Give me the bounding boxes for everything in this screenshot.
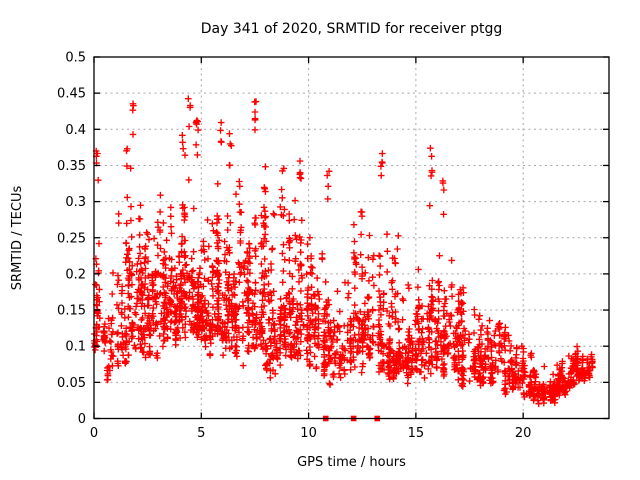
x-tick-label: 15: [408, 426, 425, 441]
y-axis-label: SRMTID / TECUs: [10, 186, 25, 291]
y-tick-label: 0.5: [65, 51, 86, 66]
x-axis-label: GPS time / hours: [297, 455, 406, 470]
x-tick-label: 5: [197, 426, 205, 441]
y-tick-labels: 0 0.05 0.1 0.15 0.2 0.25 0.3 0.35 0.4 0.45 0.5: [57, 51, 86, 428]
y-tick-label: 0: [78, 412, 86, 427]
y-tick-label: 0.05: [57, 376, 86, 391]
data-points: [91, 95, 596, 408]
y-tick-label: 0.2: [65, 267, 86, 282]
y-tick-label: 0.35: [57, 159, 86, 174]
y-tick-label: 0.1: [65, 340, 86, 355]
x-tick-label: 20: [515, 426, 532, 441]
y-tick-label: 0.15: [57, 304, 86, 319]
chart-title: Day 341 of 2020, SRMTID for receiver ptg…: [201, 21, 503, 37]
y-tick-label: 0.45: [57, 87, 86, 102]
scatter-points-path: [91, 95, 596, 408]
y-tick-label: 0.4: [65, 123, 86, 138]
y-tick-label: 0.25: [57, 231, 86, 246]
x-tick-labels: 0 5 10 15 20: [90, 426, 532, 441]
x-tick-label: 0: [90, 426, 98, 441]
axis-ticks: [93, 56, 609, 420]
y-tick-label: 0.3: [65, 195, 86, 210]
x-tick-label: 10: [300, 426, 317, 441]
